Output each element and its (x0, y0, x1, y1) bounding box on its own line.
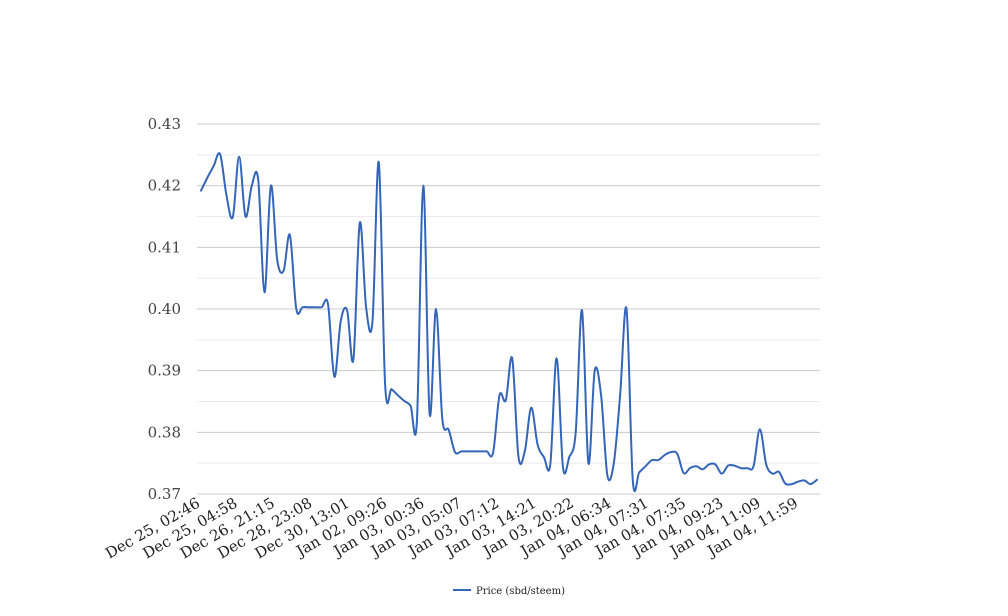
y-tick-label: 0.40 (148, 300, 181, 318)
y-tick-label: 0.41 (148, 238, 181, 256)
series-layer (200, 152, 818, 493)
y-tick-label: 0.43 (148, 115, 181, 133)
y-tick-label: 0.38 (148, 423, 181, 441)
series-line-price (200, 152, 818, 493)
y-tick-label: 0.42 (148, 177, 181, 195)
y-axis-ticks: 0.37 0.38 0.39 0.40 0.41 0.42 0.43 (148, 115, 181, 503)
y-tick-label: 0.37 (148, 485, 181, 503)
grid (197, 123, 820, 495)
legend-label: Price (sbd/steem) (476, 586, 565, 597)
legend: Price (sbd/steem) (453, 586, 565, 597)
y-tick-label: 0.39 (148, 362, 181, 380)
